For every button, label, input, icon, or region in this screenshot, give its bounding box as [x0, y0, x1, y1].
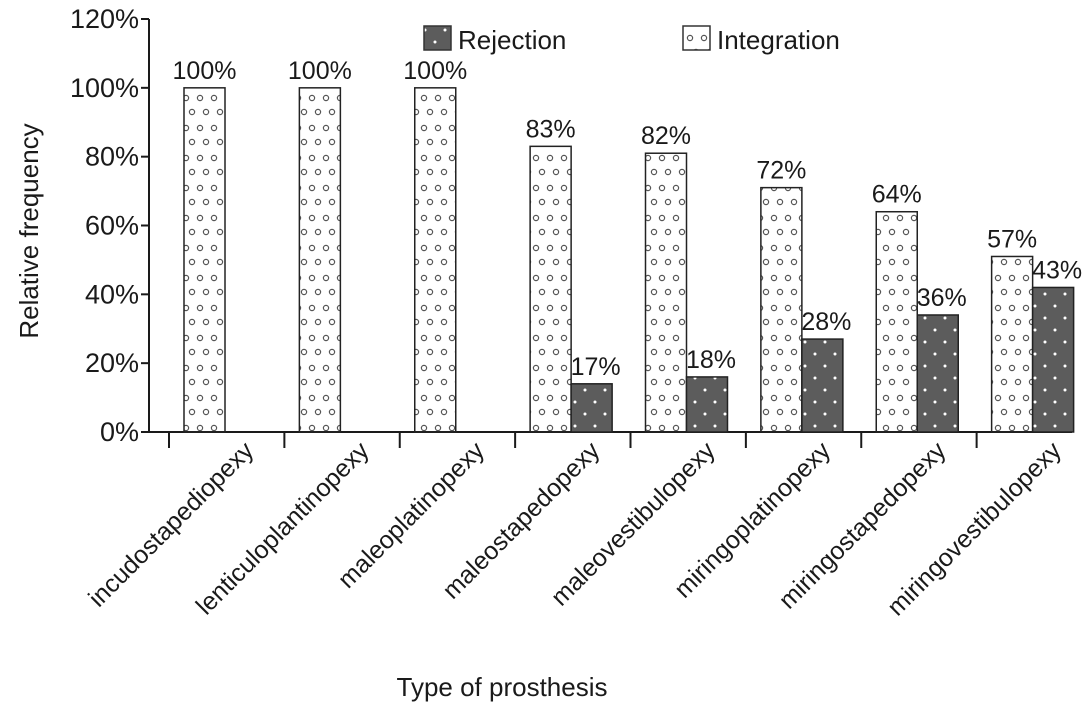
data-label-rejection: 36%	[917, 284, 967, 312]
data-label-rejection: 17%	[571, 353, 621, 381]
bar-integration	[414, 87, 457, 433]
data-label-rejection: 18%	[686, 346, 736, 374]
data-label-integration: 82%	[641, 122, 691, 150]
bar-integration	[183, 87, 226, 433]
data-label-integration: 100%	[288, 57, 352, 85]
data-label-integration: 57%	[987, 225, 1037, 253]
legend-label-rejection: Rejection	[458, 25, 566, 55]
legend-label-integration: Integration	[717, 25, 840, 55]
y-tick-label: 0%	[100, 417, 139, 447]
y-tick-label: 40%	[85, 279, 139, 309]
bar-rejection	[685, 376, 729, 433]
legend: Rejection Integration	[423, 25, 840, 55]
bar-rejection	[916, 314, 959, 433]
bar-integration	[298, 87, 342, 433]
y-tick-label: 60%	[85, 211, 139, 241]
legend-swatch-integration	[682, 25, 711, 51]
data-label-integration: 64%	[872, 181, 922, 209]
bars	[183, 87, 1075, 433]
y-tick-label: 100%	[70, 73, 139, 103]
y-tick-label: 80%	[85, 142, 139, 172]
bar-rejection	[1031, 286, 1075, 433]
y-tick-label: 120%	[70, 4, 139, 34]
bar-integration	[644, 152, 688, 433]
data-label-integration: 72%	[756, 157, 806, 185]
data-label-integration: 100%	[173, 57, 237, 85]
y-tick-label: 20%	[85, 348, 139, 378]
y-axis-title: Relative frequency	[14, 123, 44, 338]
data-label-rejection: 43%	[1032, 256, 1082, 284]
x-axis-title: Type of prosthesis	[397, 672, 608, 702]
legend-swatch-rejection	[423, 25, 452, 51]
bar-rejection	[570, 383, 613, 433]
bar-integration	[875, 210, 918, 433]
data-label-integration: 83%	[526, 115, 576, 143]
bar-integration	[990, 255, 1034, 433]
axes: 0% 20% 40% 60% 80% 100% 120%	[70, 4, 1072, 448]
data-label-rejection: 28%	[801, 308, 851, 336]
bar-rejection	[801, 338, 844, 433]
data-label-integration: 100%	[403, 57, 467, 85]
bar-integration	[760, 186, 803, 433]
bar-integration	[529, 145, 572, 433]
